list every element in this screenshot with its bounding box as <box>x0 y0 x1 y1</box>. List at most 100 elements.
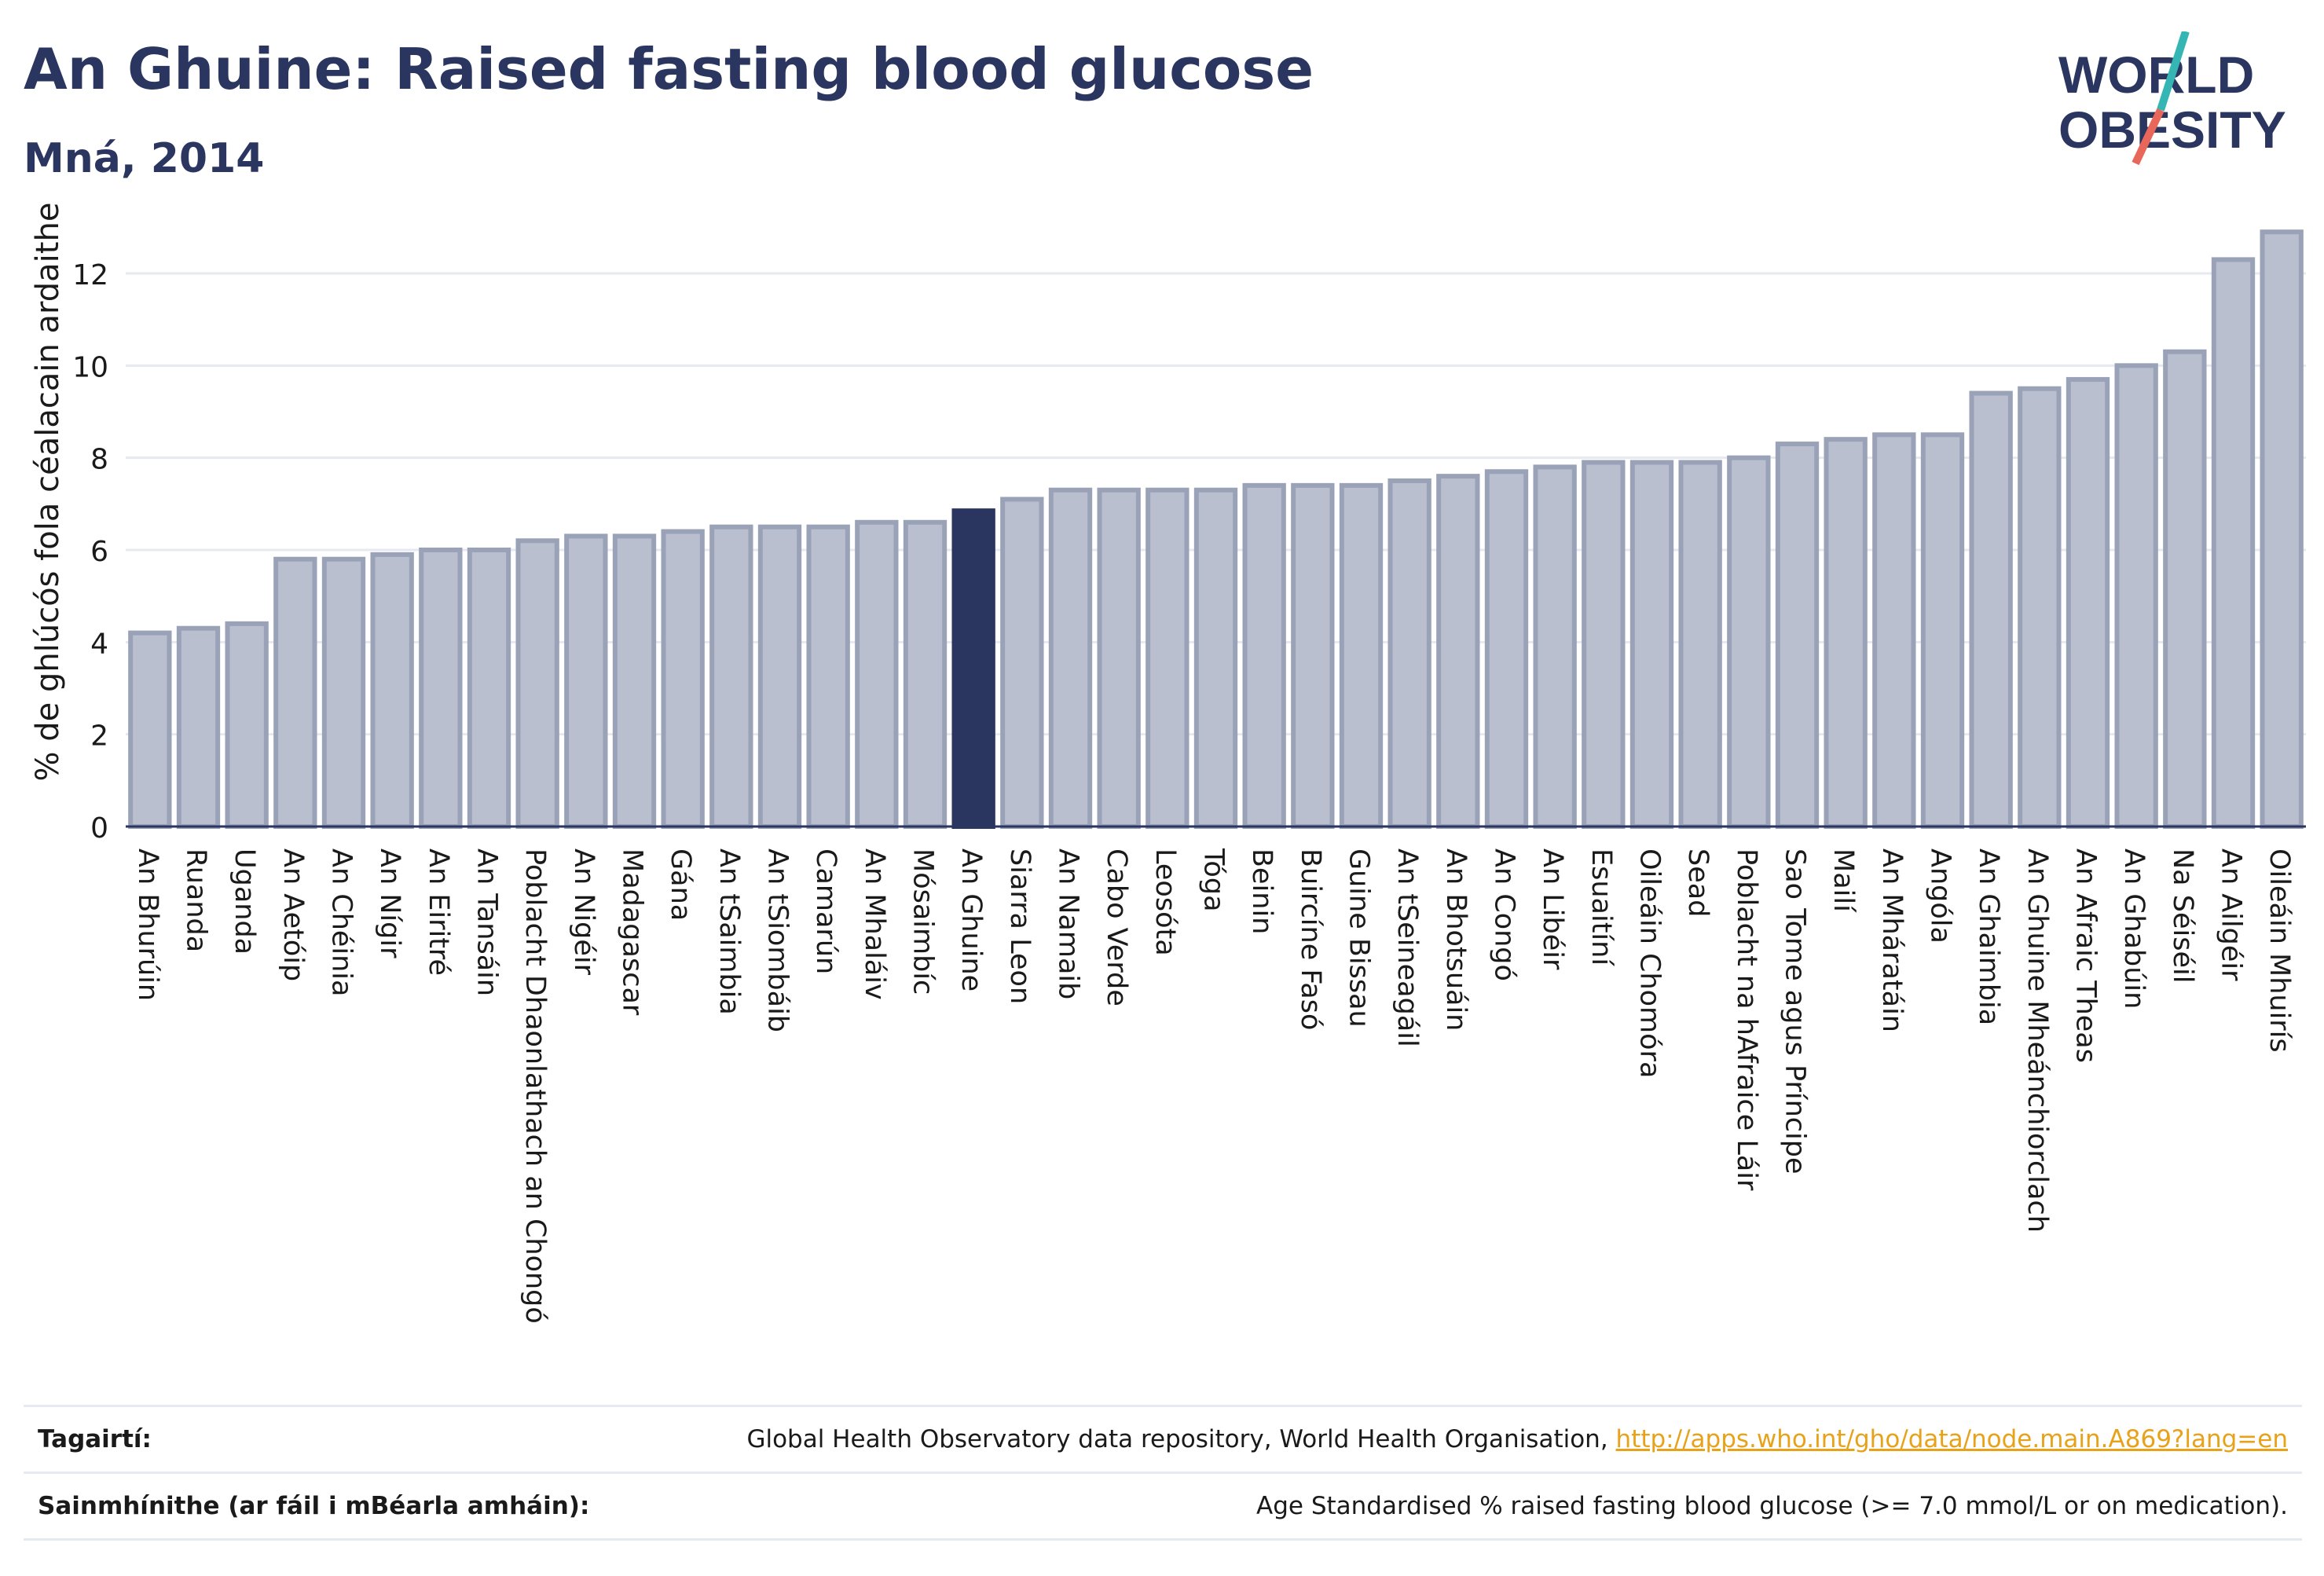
logo-slash-coral <box>2132 108 2165 166</box>
y-tick-label: 12 <box>72 259 108 291</box>
x-tick-label: Oileáin Mhuirís <box>2264 848 2295 1053</box>
bar <box>1339 482 1384 829</box>
bar <box>1824 437 1868 829</box>
x-tick-label: An Namaib <box>1053 848 1084 999</box>
bar <box>1242 482 1286 829</box>
references-link[interactable]: http://apps.who.int/gho/data/node.main.A… <box>1615 1425 2288 1453</box>
x-tick-label: An Ghuine Mheánchiorclach <box>2022 848 2053 1233</box>
bar <box>1775 442 1820 829</box>
x-tick-label: Oileáin Chomóra <box>1634 848 1666 1078</box>
bar <box>1048 487 1093 829</box>
bar <box>370 552 414 829</box>
x-tick-label: Gána <box>665 848 696 921</box>
x-tick-label: An Afraic Theas <box>2070 848 2102 1063</box>
references-label: Tagairtí: <box>38 1425 152 1453</box>
bar <box>225 621 269 829</box>
y-tick-label: 0 <box>90 812 108 845</box>
x-tick-label: Tóga <box>1198 848 1230 912</box>
x-tick-label: Sead <box>1682 848 1714 917</box>
bar <box>273 556 317 829</box>
y-tick-label: 2 <box>90 720 108 753</box>
x-tick-label: An tSiombáib <box>762 848 794 1032</box>
x-tick-label: An Eiritré <box>423 848 454 976</box>
bar <box>2114 363 2158 830</box>
bar <box>1146 487 1189 829</box>
bar <box>321 556 366 829</box>
x-tick-label: An Ghabúin <box>2118 848 2150 1009</box>
references-value: Global Health Observatory data repositor… <box>746 1425 2302 1453</box>
x-tick-label: Na Séiséil <box>2167 848 2198 983</box>
bar <box>612 533 657 830</box>
x-tick-label: Buircíne Fasó <box>1295 848 1326 1030</box>
bar <box>1193 487 1238 829</box>
bar <box>128 630 172 829</box>
bar <box>855 519 899 829</box>
x-tick-label: Esuaitíní <box>1585 848 1617 966</box>
x-tick-label: An Nigéir <box>568 848 599 976</box>
x-tick-label: Angóla <box>1925 848 1956 944</box>
x-tick-label: Madagascar <box>617 848 648 1016</box>
y-tick-label: 6 <box>90 536 108 568</box>
definitions-row: Sainmhínithe (ar fáil i mBéarla amháin):… <box>24 1474 2302 1538</box>
bar <box>1533 464 1577 830</box>
x-tick-label: Siarra Leon <box>1004 848 1036 1004</box>
x-tick-label: An Aetóip <box>277 848 309 981</box>
y-axis-label: % de ghlúcós fola céalacain ardaithe <box>30 203 66 782</box>
logo-line2: OBESITY <box>2058 101 2286 159</box>
x-tick-label: An tSaimbia <box>713 848 745 1015</box>
world-obesity-logo: WORLD OBESITY <box>2058 31 2286 166</box>
x-tick-label: An Mháratáin <box>1876 848 1908 1032</box>
x-tick-label: Leosóta <box>1149 848 1181 956</box>
bar <box>1291 482 1335 829</box>
x-tick-label: Mósaimbíc <box>907 848 939 995</box>
x-tick-label: An Tansáin <box>471 848 503 996</box>
bar <box>1436 474 1480 830</box>
bar <box>1629 460 1674 829</box>
bar <box>2066 376 2110 829</box>
references-row: Tagairtí: Global Health Observatory data… <box>24 1407 2302 1472</box>
bar <box>1097 487 1141 829</box>
bar <box>1969 390 2013 829</box>
bar <box>1000 497 1044 829</box>
x-tick-label: An Libéir <box>1537 848 1568 970</box>
bar <box>176 625 221 829</box>
x-tick-label: Uganda <box>229 848 260 955</box>
y-tick-label: 10 <box>72 351 108 383</box>
x-tick-label: An Nígir <box>374 848 405 958</box>
bar <box>515 538 559 829</box>
bar <box>2018 386 2062 829</box>
x-tick-label: Sao Tome agus Príncipe <box>1780 848 1811 1175</box>
bars <box>128 229 2304 830</box>
chart-subtitle: Mná, 2014 <box>24 135 265 182</box>
x-tick-label: Guine Bissau <box>1343 848 1375 1028</box>
y-tick-label: 4 <box>90 628 108 660</box>
bar <box>564 533 608 830</box>
x-tick-label: An Ghuine <box>955 848 987 991</box>
footer: Tagairtí: Global Health Observatory data… <box>24 1405 2302 1541</box>
x-tick-label: Cabo Verde <box>1101 848 1132 1006</box>
bar <box>903 519 948 829</box>
x-tick-label: Beinin <box>1246 848 1277 934</box>
logo-slash-teal <box>2157 31 2190 112</box>
definitions-value: Age Standardised % raised fasting blood … <box>1256 1492 2288 1520</box>
bar <box>2163 349 2207 829</box>
bar-chart: 0 2 4 6 8 10 12 An Bhurúin Ruanda Uganda An Aetói… <box>30 203 2306 1324</box>
definitions-label: Sainmhínithe (ar fáil i mBéarla amháin): <box>38 1492 590 1520</box>
bar <box>1727 455 1771 830</box>
x-tick-label: An Congó <box>1489 848 1520 981</box>
bar <box>1582 460 1626 829</box>
x-tick-label: Camarún <box>810 848 841 974</box>
references-text: Global Health Observatory data repositor… <box>746 1425 1616 1453</box>
x-tick-label: Poblacht na hAfraice Láir <box>1731 848 1762 1191</box>
x-tick-label: An Ailgéir <box>2216 848 2247 981</box>
x-tick-label: Poblacht Dhaonlathach an Chongó <box>519 848 551 1324</box>
x-tick-label: An Bhotsuáin <box>1440 848 1472 1031</box>
bar <box>1872 432 1916 829</box>
bar <box>467 548 511 829</box>
bar <box>1484 469 1529 829</box>
x-tick-label: An Mhaláiv <box>859 848 890 1000</box>
bar-highlighted <box>951 508 995 830</box>
x-tick-label: Ruanda <box>181 848 212 952</box>
x-tick-labels: An Bhurúin Ruanda Uganda An Aetóip An Chéini… <box>132 848 2295 1324</box>
y-tick-label: 8 <box>90 444 108 476</box>
